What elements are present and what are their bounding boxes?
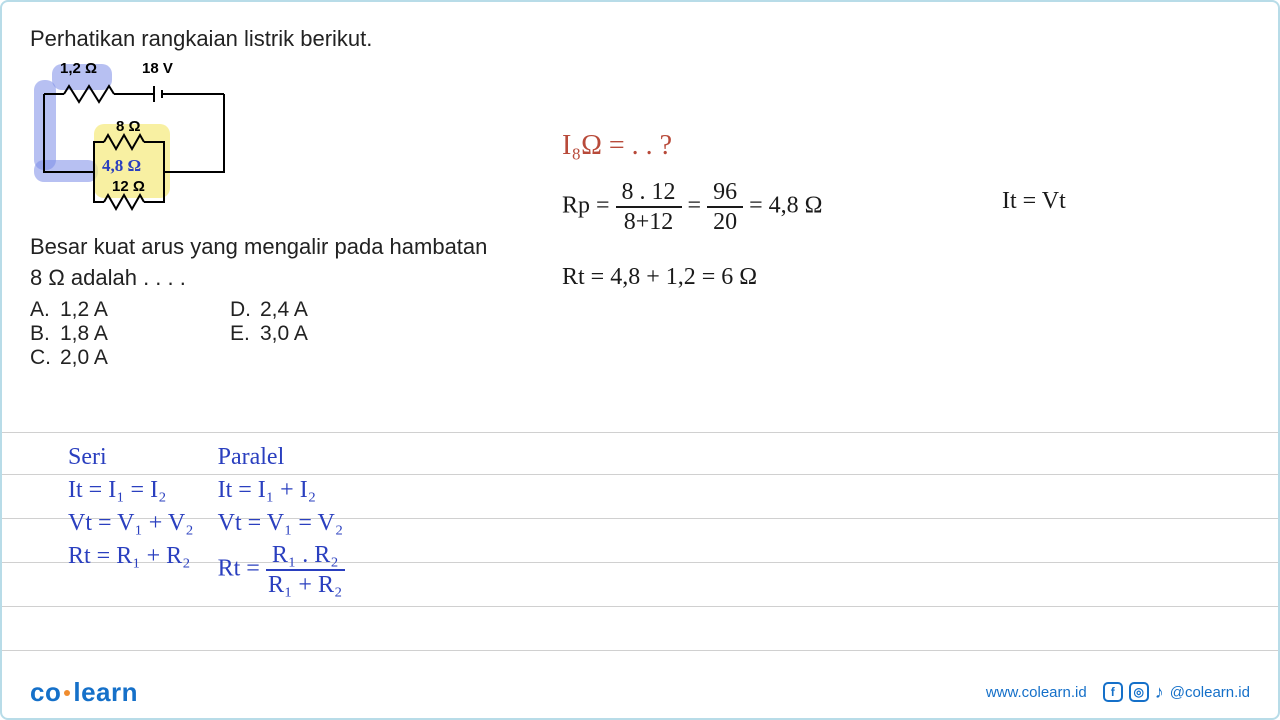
rule-line [2,432,1278,433]
question-line1: Besar kuat arus yang mengalir pada hamba… [30,234,487,259]
rp-lhs: Rp = [562,193,610,219]
rule-line [2,606,1278,607]
notes-paralel-v: Vt = V₁ = V₂ [218,508,367,539]
rule-line [2,650,1278,651]
circuit-diagram: 1,2 Ω 18 V 8 Ω 4,8 Ω 12 Ω [24,64,244,224]
notes-paralel-r: Rt = R₁ . R₂ R₁ + R₂ [218,541,367,599]
circuit-svg [24,64,244,224]
label-r2: 8 Ω [116,118,141,135]
notes-seri-i: It = I₁ = I₂ [68,475,216,506]
brand-logo: colearn [30,677,138,708]
notes-seri-r: Rt = R₁ + R₂ [68,541,216,599]
option-c: 2,0 A [60,346,108,369]
facebook-icon: f [1103,682,1123,702]
social-icons: f ◎ ♪ @colearn.id [1103,682,1250,703]
footer: colearn www.colearn.id f ◎ ♪ @colearn.id [2,666,1278,718]
answer-options: A.1,2 A D.2,4 A B.1,8 A E.3,0 A C.2,0 A [30,298,1250,370]
tiktok-icon: ♪ [1155,682,1164,703]
notes-paralel-title: Paralel [218,442,367,473]
work-find: I₈Ω = . . ? [562,128,672,164]
rp-end: = 4,8 Ω [749,193,822,219]
option-d: 2,4 A [260,298,308,321]
label-voltage: 18 V [142,60,173,77]
rp-num2: 96 [707,180,743,208]
notes-paralel-r-num: R₁ . R₂ [266,543,345,571]
label-r1: 1,2 Ω [60,60,97,77]
footer-url: www.colearn.id [986,684,1087,701]
work-rp: Rp = 8 . 12 8+12 = 96 20 = 4,8 Ω [562,180,822,234]
work-rt: Rt = 4,8 + 1,2 = 6 Ω [562,262,757,293]
notes-seri-v: Vt = V₁ + V₂ [68,508,216,539]
notes-series-parallel: Seri Paralel It = I₁ = I₂ It = I₁ + I₂ V… [66,440,369,601]
rp-eq1: = [688,193,702,219]
rp-den2: 20 [707,208,743,234]
notes-paralel-r-lhs: Rt = [218,556,260,582]
brand-dot-icon [64,690,70,696]
option-e: 3,0 A [260,322,308,345]
instagram-icon: ◎ [1129,682,1149,702]
notes-seri-title: Seri [68,442,216,473]
work-it: It = Vt [1002,186,1066,217]
option-a: 1,2 A [60,298,108,321]
brand-co: co [30,677,61,707]
problem-title: Perhatikan rangkaian listrik berikut. [30,26,1250,52]
label-r3: 12 Ω [112,178,145,195]
rp-num1: 8 . 12 [616,180,682,208]
brand-learn: learn [73,677,138,707]
rp-den1: 8+12 [616,208,682,234]
question-line2: 8 Ω adalah . . . . [30,265,186,290]
option-b: 1,8 A [60,322,108,345]
social-handle: @colearn.id [1170,684,1250,701]
notes-paralel-r-den: R₁ + R₂ [266,571,345,597]
label-rp-hand: 4,8 Ω [102,156,141,176]
notes-paralel-i: It = I₁ + I₂ [218,475,367,506]
